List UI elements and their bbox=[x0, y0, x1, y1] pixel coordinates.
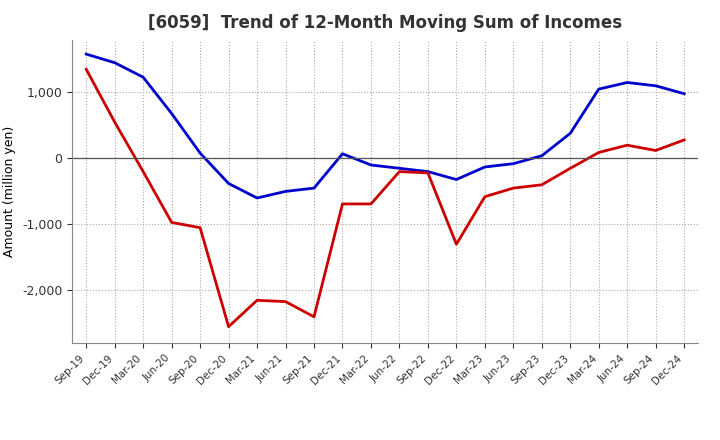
Ordinary Income bbox=[338, 151, 347, 156]
Ordinary Income bbox=[537, 153, 546, 158]
Ordinary Income bbox=[139, 74, 148, 80]
Ordinary Income bbox=[310, 185, 318, 191]
Net Income bbox=[623, 143, 631, 148]
Net Income bbox=[652, 148, 660, 153]
Net Income bbox=[338, 201, 347, 206]
Ordinary Income bbox=[423, 169, 432, 174]
Net Income bbox=[82, 66, 91, 72]
Ordinary Income bbox=[652, 83, 660, 88]
Ordinary Income bbox=[253, 195, 261, 201]
Net Income bbox=[225, 324, 233, 329]
Net Income bbox=[680, 137, 688, 143]
Ordinary Income bbox=[110, 60, 119, 65]
Net Income bbox=[395, 169, 404, 174]
Net Income bbox=[452, 242, 461, 247]
Net Income bbox=[595, 150, 603, 155]
Net Income bbox=[423, 170, 432, 176]
Net Income bbox=[196, 225, 204, 230]
Net Income bbox=[509, 185, 518, 191]
Net Income bbox=[566, 165, 575, 171]
Ordinary Income bbox=[452, 177, 461, 182]
Ordinary Income bbox=[225, 181, 233, 186]
Line: Ordinary Income: Ordinary Income bbox=[86, 54, 684, 198]
Ordinary Income bbox=[566, 131, 575, 136]
Net Income bbox=[253, 297, 261, 303]
Line: Net Income: Net Income bbox=[86, 69, 684, 326]
Y-axis label: Amount (million yen): Amount (million yen) bbox=[4, 126, 17, 257]
Ordinary Income bbox=[196, 150, 204, 156]
Net Income bbox=[282, 299, 290, 304]
Ordinary Income bbox=[595, 86, 603, 92]
Net Income bbox=[139, 169, 148, 174]
Net Income bbox=[167, 220, 176, 225]
Net Income bbox=[480, 194, 489, 199]
Net Income bbox=[537, 182, 546, 187]
Ordinary Income bbox=[480, 164, 489, 169]
Net Income bbox=[310, 314, 318, 319]
Net Income bbox=[110, 119, 119, 125]
Ordinary Income bbox=[680, 91, 688, 96]
Ordinary Income bbox=[82, 51, 91, 57]
Ordinary Income bbox=[509, 161, 518, 166]
Ordinary Income bbox=[366, 162, 375, 168]
Title: [6059]  Trend of 12-Month Moving Sum of Incomes: [6059] Trend of 12-Month Moving Sum of I… bbox=[148, 15, 622, 33]
Ordinary Income bbox=[282, 189, 290, 194]
Ordinary Income bbox=[167, 111, 176, 116]
Net Income bbox=[366, 201, 375, 206]
Ordinary Income bbox=[395, 165, 404, 171]
Ordinary Income bbox=[623, 80, 631, 85]
